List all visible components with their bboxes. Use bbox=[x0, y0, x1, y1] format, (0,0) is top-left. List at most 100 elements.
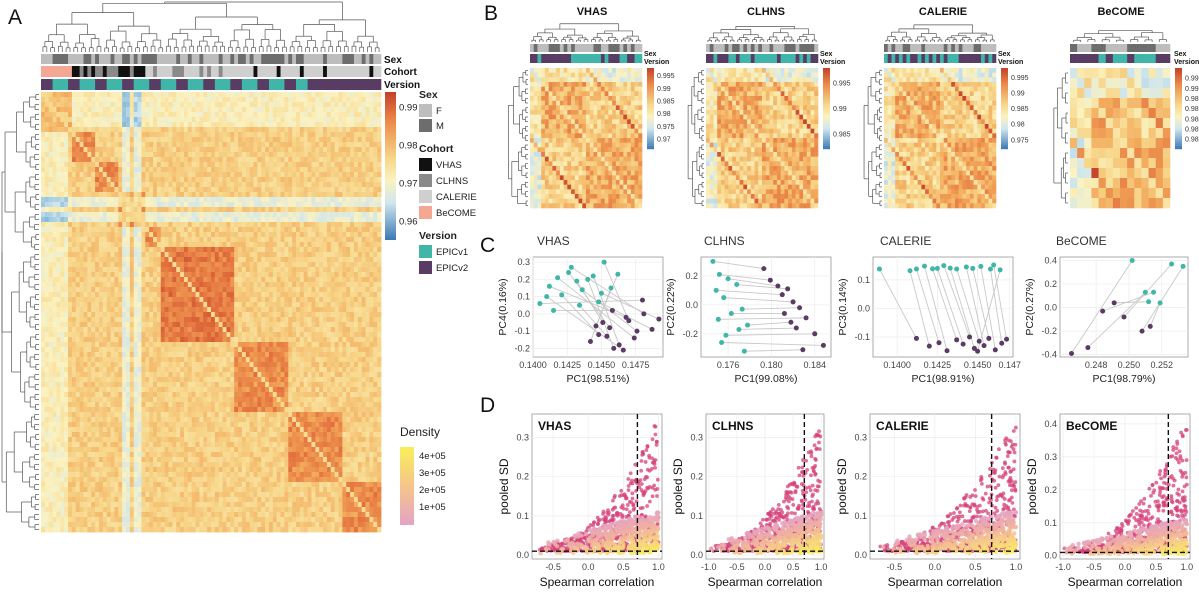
heatmap-cell bbox=[41, 172, 46, 178]
heatmap-cell bbox=[149, 127, 154, 133]
version-cell bbox=[83, 79, 88, 90]
heatmap-cell bbox=[211, 157, 216, 163]
heatmap-cell bbox=[160, 287, 166, 293]
panel-a: Sex Cohort Version 0.990.980.970.96 Se bbox=[1, 1, 477, 533]
heatmap-cell bbox=[195, 112, 200, 118]
heatmap-cell bbox=[350, 202, 355, 208]
heatmap-cell bbox=[102, 197, 108, 203]
heatmap-cell bbox=[361, 287, 366, 293]
heatmap-cell bbox=[315, 172, 320, 178]
heatmap-cell bbox=[129, 262, 135, 268]
heatmap-cell bbox=[319, 142, 324, 148]
sex-cell bbox=[176, 54, 181, 64]
heatmap-cell bbox=[214, 157, 220, 163]
heatmap-cell bbox=[288, 177, 293, 183]
heatmap-cell bbox=[52, 267, 57, 273]
heatmap-cell bbox=[299, 182, 305, 188]
heatmap-cell bbox=[276, 137, 281, 143]
cohort-cell bbox=[330, 66, 335, 77]
heatmap-cell bbox=[307, 162, 312, 168]
heatmap-cell bbox=[238, 162, 243, 168]
heatmap-cell bbox=[226, 277, 231, 283]
sex-cell bbox=[272, 54, 277, 64]
heatmap-cell bbox=[377, 177, 382, 183]
heatmap-cell bbox=[245, 212, 251, 218]
heatmap-cell bbox=[191, 297, 196, 303]
heatmap-cell bbox=[129, 147, 135, 153]
heatmap-cell bbox=[218, 137, 223, 143]
sex-cell bbox=[357, 54, 362, 64]
heatmap-cell bbox=[153, 117, 158, 123]
heatmap-cell bbox=[52, 187, 57, 193]
heatmap-cell bbox=[299, 147, 305, 153]
heatmap-cell bbox=[48, 327, 53, 333]
heatmap-cell bbox=[114, 287, 119, 293]
heatmap-cell bbox=[319, 222, 324, 228]
heatmap-cell bbox=[129, 242, 135, 248]
heatmap-cell bbox=[191, 217, 196, 223]
heatmap-cell bbox=[284, 107, 289, 113]
heatmap-cell bbox=[176, 197, 181, 203]
heatmap-cell bbox=[234, 142, 239, 148]
heatmap-cell bbox=[230, 207, 235, 213]
heatmap-cell bbox=[114, 157, 119, 163]
heatmap-cell bbox=[361, 282, 366, 288]
heatmap-cell bbox=[338, 207, 343, 213]
heatmap-cell bbox=[207, 92, 212, 98]
heatmap-cell bbox=[222, 132, 227, 138]
version-cell bbox=[149, 79, 154, 90]
heatmap-cell bbox=[299, 132, 305, 138]
version-cell bbox=[230, 79, 235, 90]
heatmap-cell bbox=[326, 237, 332, 243]
heatmap-cell bbox=[203, 212, 208, 218]
heatmap-cell bbox=[311, 127, 316, 133]
heatmap-cell bbox=[280, 167, 285, 173]
heatmap-cell bbox=[373, 312, 378, 318]
heatmap-cell bbox=[257, 167, 262, 173]
heatmap-cell bbox=[214, 227, 220, 233]
heatmap-cell bbox=[153, 187, 158, 193]
heatmap-cell bbox=[83, 147, 88, 153]
heatmap-cell bbox=[68, 302, 73, 308]
heatmap-cell bbox=[126, 187, 131, 193]
heatmap-cell bbox=[296, 277, 301, 283]
heatmap-cell bbox=[126, 152, 131, 158]
heatmap-cell bbox=[311, 97, 316, 103]
heatmap-cell bbox=[48, 167, 53, 173]
heatmap-cell bbox=[265, 317, 270, 323]
heatmap-cell bbox=[280, 322, 285, 328]
heatmap-cell bbox=[268, 232, 274, 238]
heatmap-cell bbox=[222, 122, 227, 128]
heatmap-cell bbox=[272, 232, 278, 238]
heatmap-cell bbox=[211, 112, 216, 118]
heatmap-cell bbox=[342, 142, 347, 148]
heatmap-cell bbox=[272, 287, 278, 293]
heatmap-cell bbox=[326, 307, 332, 313]
heatmap-cell bbox=[44, 277, 50, 283]
heatmap-cell bbox=[102, 142, 108, 148]
heatmap-cell bbox=[149, 162, 154, 168]
heatmap-cell bbox=[214, 167, 220, 173]
heatmap-cell bbox=[346, 197, 351, 203]
heatmap-cell bbox=[187, 172, 193, 178]
heatmap-cell bbox=[199, 97, 204, 103]
heatmap-cell bbox=[79, 257, 84, 263]
heatmap-cell bbox=[207, 327, 212, 333]
heatmap-cell bbox=[373, 307, 378, 313]
heatmap-cell bbox=[95, 327, 100, 333]
heatmap-cell bbox=[350, 277, 355, 283]
heatmap-cell bbox=[191, 252, 196, 258]
heatmap-cell bbox=[311, 277, 316, 283]
heatmap-cell bbox=[303, 192, 308, 198]
heatmap-cell bbox=[48, 132, 53, 138]
heatmap-cell bbox=[357, 197, 363, 203]
heatmap-cell bbox=[307, 92, 312, 98]
heatmap-cell bbox=[350, 102, 355, 108]
heatmap-cell bbox=[319, 97, 324, 103]
heatmap-cell bbox=[98, 227, 104, 233]
heatmap-cell bbox=[137, 97, 142, 103]
heatmap-cell bbox=[311, 272, 316, 278]
heatmap-cell bbox=[164, 262, 169, 268]
heatmap-cell bbox=[284, 282, 289, 288]
heatmap-cell bbox=[234, 152, 239, 158]
